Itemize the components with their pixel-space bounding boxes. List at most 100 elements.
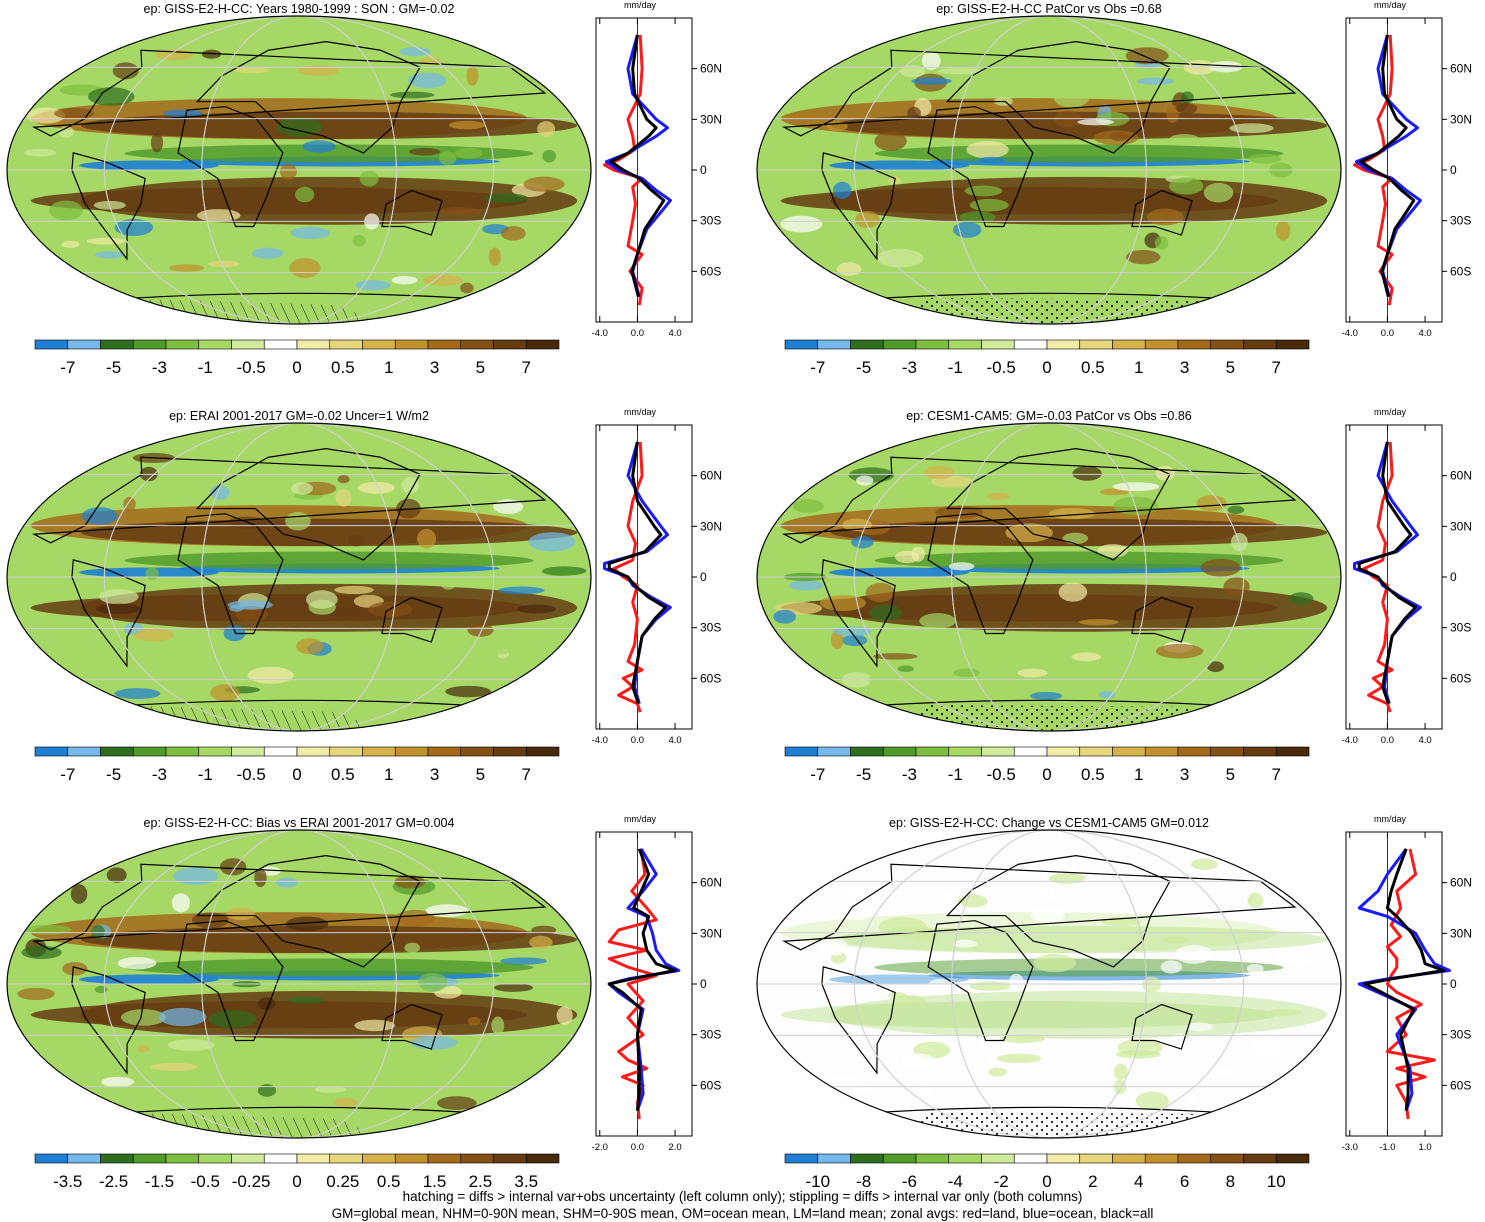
colorbar-swatch [394, 746, 429, 757]
field-blob [964, 185, 1003, 197]
colorbar-swatch [132, 1153, 167, 1164]
footnote-definitions: GM=global mean, NHM=0-90N mean, SHM=0-90… [331, 1206, 1154, 1221]
field-blob [895, 550, 920, 564]
coastline-antarctica [878, 699, 1220, 706]
field-blob [114, 688, 161, 699]
colorbar-swatch [817, 746, 851, 757]
colorbar-swatch [882, 1153, 917, 1164]
colorbar-label: -6 [902, 1172, 917, 1191]
field-blob [832, 626, 872, 637]
coastline [1131, 189, 1193, 236]
map-title: ep: ERAI 2001-2017 GM=-0.02 Uncer=1 W/m2 [169, 409, 429, 423]
colorbar-swatch [525, 746, 560, 757]
profile-ytick-label: 30N [700, 926, 722, 940]
colorbar-swatch [1243, 1153, 1277, 1164]
profile-ytick-label: 30S [700, 621, 721, 635]
colorbar-swatch [34, 339, 69, 350]
profile-ytick-label: 60N [1450, 62, 1472, 76]
field-blob [528, 532, 576, 552]
field-blob [1227, 505, 1245, 515]
colorbar-label: 10 [1267, 1172, 1286, 1191]
field-blob [208, 260, 240, 268]
colorbar-label: 8 [1226, 1172, 1235, 1191]
field-blob [422, 274, 463, 286]
profile-xtick-label: 0.0 [1381, 328, 1394, 339]
field-blob [988, 1067, 1008, 1077]
colorbar-label: -1 [198, 765, 213, 784]
field-blob [347, 533, 365, 547]
field-blob [911, 77, 952, 85]
colorbar-swatch [1112, 746, 1146, 757]
field-blob [294, 186, 315, 203]
colorbar-label: -7 [810, 765, 825, 784]
colorbar-label: 0.5 [331, 765, 355, 784]
field-blob [86, 237, 126, 245]
itcz-green [124, 551, 534, 570]
profile-xlabel: mm/day [1374, 814, 1407, 824]
colorbar-swatch [100, 746, 134, 757]
field-blob [1078, 618, 1119, 626]
field-blob [46, 631, 85, 647]
colorbar-swatch [1112, 1153, 1146, 1164]
field-blob [302, 140, 336, 153]
colorbar-label: -3 [152, 358, 167, 377]
subtropical-band [80, 925, 578, 954]
profile-xtick-label: 2.0 [668, 1142, 681, 1153]
profile-ytick-label: 60N [1450, 876, 1472, 890]
field-blob [1172, 1033, 1186, 1047]
subtropical-band [780, 1001, 1278, 1029]
field-blob [1229, 123, 1274, 134]
field-blob [1017, 668, 1048, 678]
field-blob [467, 1016, 481, 1026]
field-blob [846, 884, 864, 896]
field-blob [399, 47, 431, 57]
profile-xtick-label: -4.0 [1342, 735, 1358, 746]
colorbar-swatch [231, 339, 265, 350]
itcz-green [874, 144, 1284, 163]
profile-ytick-label: 0 [1450, 163, 1457, 177]
field-blob [95, 603, 142, 614]
field-blob [819, 938, 848, 956]
field-blob [262, 480, 295, 497]
field-blob [1276, 950, 1309, 969]
map-title: ep: GISS-E2-H-CC: Bias vs ERAI 2001-2017… [144, 816, 455, 830]
stipple-region [899, 298, 1219, 324]
field-blob [498, 586, 545, 595]
colorbar-label: 3 [430, 765, 439, 784]
colorbar-label: 0 [292, 1172, 301, 1191]
subtropical-band [30, 1001, 528, 1029]
colorbar-swatch [1144, 746, 1179, 757]
field-blob [500, 957, 548, 965]
field-blob [337, 475, 350, 484]
colorbar-swatch [1243, 339, 1277, 350]
profile-xtick-label: 0.0 [631, 328, 644, 339]
map-field [7, 16, 591, 324]
coastline [945, 448, 1171, 561]
coastline [821, 559, 896, 668]
colorbar-swatch [165, 1153, 200, 1164]
profile-ytick-label: 60N [1450, 469, 1472, 483]
profile-ytick-label: 60S [1450, 671, 1471, 685]
colorbar-swatch [329, 746, 363, 757]
map-title: ep: CESM1-CAM5: GM=-0.03 PatCor vs Obs =… [906, 409, 1192, 423]
field-blob [54, 107, 95, 120]
field-blob [1200, 558, 1241, 577]
field-blob [409, 147, 441, 156]
field-blob [840, 904, 874, 921]
colorbar-label: -1 [198, 358, 213, 377]
colorbar-swatch [1079, 339, 1113, 350]
colorbar-label: -3 [902, 358, 917, 377]
colorbar-swatch [362, 746, 396, 757]
colorbar-swatch [427, 339, 462, 350]
zonal-profile-1: mm/day -4.0 0.0 4.0 60N 30N 0 30S 60S [592, 0, 722, 339]
field-blob [257, 997, 276, 1010]
field-blob [94, 251, 125, 259]
colorbar-label: 0 [1042, 358, 1051, 377]
field-blob [1223, 577, 1250, 597]
field-blob [948, 562, 975, 571]
field-blob [1164, 53, 1184, 66]
field-blob [233, 67, 270, 74]
colorbar-swatch [1144, 339, 1179, 350]
colorbar-swatch [1112, 339, 1146, 350]
colorbar-swatch [525, 339, 560, 350]
